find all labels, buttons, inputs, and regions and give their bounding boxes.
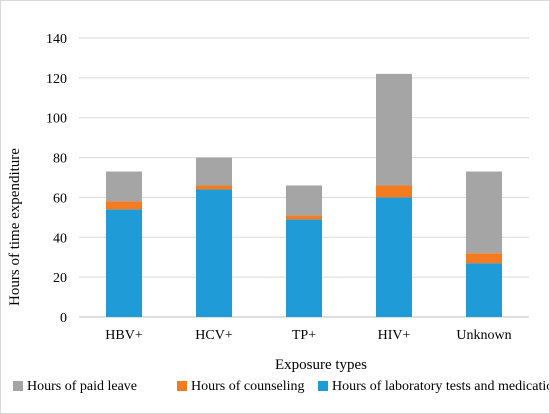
legend-swatch [318, 381, 328, 391]
bar-segment-counseling [196, 185, 232, 190]
legend-item: Hours of laboratory tests and medication [318, 379, 549, 394]
legend: Hours of paid leave Hours of counseling Ho… [13, 379, 549, 394]
bar-segment-lab-medication [106, 209, 142, 317]
bar-segment-lab-medication [376, 197, 412, 317]
y-tick-label: 100 [46, 112, 67, 127]
bar-segment-paid-leave [376, 73, 412, 186]
bar-segment-counseling [466, 253, 502, 264]
legend-item: Hours of paid leave [13, 379, 137, 394]
bar-segment-lab-medication [196, 189, 232, 317]
bar-segment-counseling [286, 215, 322, 220]
bar-segment-paid-leave [466, 171, 502, 254]
legend-label: Hours of counseling [191, 379, 305, 394]
bar-segment-paid-leave [286, 185, 322, 216]
x-tick-label: HBV+ [105, 328, 143, 343]
legend-swatch [177, 381, 187, 391]
x-tick-label: Unknown [456, 328, 511, 343]
y-axis-title: Hours of time expenditure [7, 148, 23, 306]
y-tick-label: 120 [46, 72, 67, 87]
legend-swatch [13, 381, 23, 391]
x-tick-label: HCV+ [195, 328, 233, 343]
x-axis-title: Exposure types [275, 357, 367, 373]
y-tick-label: 80 [53, 152, 67, 167]
tick-layer: 0 20 40 60 80 100 120 140 HBV+ HCV+ TP+ HIV+ Unknown [46, 32, 512, 343]
legend-item: Hours of counseling [177, 379, 305, 394]
y-tick-label: 40 [53, 231, 67, 246]
bar-segment-lab-medication [286, 219, 322, 317]
x-tick-label: HIV+ [378, 328, 411, 343]
legend-label: Hours of laboratory tests and medication [332, 379, 549, 394]
bar-segment-counseling [106, 201, 142, 210]
y-tick-label: 140 [46, 32, 67, 47]
y-tick-label: 60 [53, 191, 67, 206]
bar-segment-counseling [376, 185, 412, 198]
bar-segment-lab-medication [466, 263, 502, 317]
bar-segment-paid-leave [196, 157, 232, 186]
y-tick-label: 0 [60, 311, 67, 326]
bar-layer [106, 73, 502, 317]
x-tick-label: TP+ [292, 328, 316, 343]
legend-label: Hours of paid leave [27, 379, 137, 394]
bar-segment-paid-leave [106, 171, 142, 202]
y-tick-label: 20 [53, 271, 67, 286]
